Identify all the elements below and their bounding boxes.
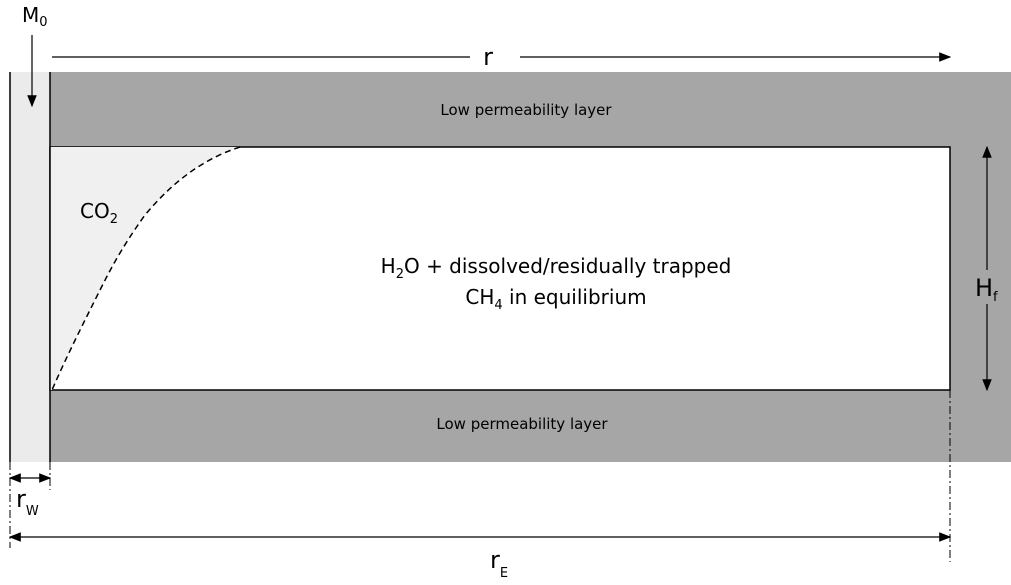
injection-label: M0 <box>22 3 48 30</box>
outer-radius-label: rE <box>490 546 508 581</box>
bottom-layer-label: Low permeability layer <box>436 415 608 433</box>
well <box>10 72 50 462</box>
label-background <box>973 270 1005 304</box>
radius-label: r <box>483 43 493 71</box>
plume-front <box>51 146 241 391</box>
thickness-label: Hf <box>975 274 998 305</box>
aquifer <box>49 146 951 391</box>
well-radius-label: rW <box>16 485 39 519</box>
plume-label: CO2 <box>80 199 118 227</box>
top-layer-label: Low permeability layer <box>440 101 612 119</box>
plume-region <box>50 147 240 390</box>
aquifer-line1: H2O + dissolved/residually trapped <box>381 254 732 282</box>
aquifer-line2: CH4 in equilibrium <box>465 285 646 313</box>
